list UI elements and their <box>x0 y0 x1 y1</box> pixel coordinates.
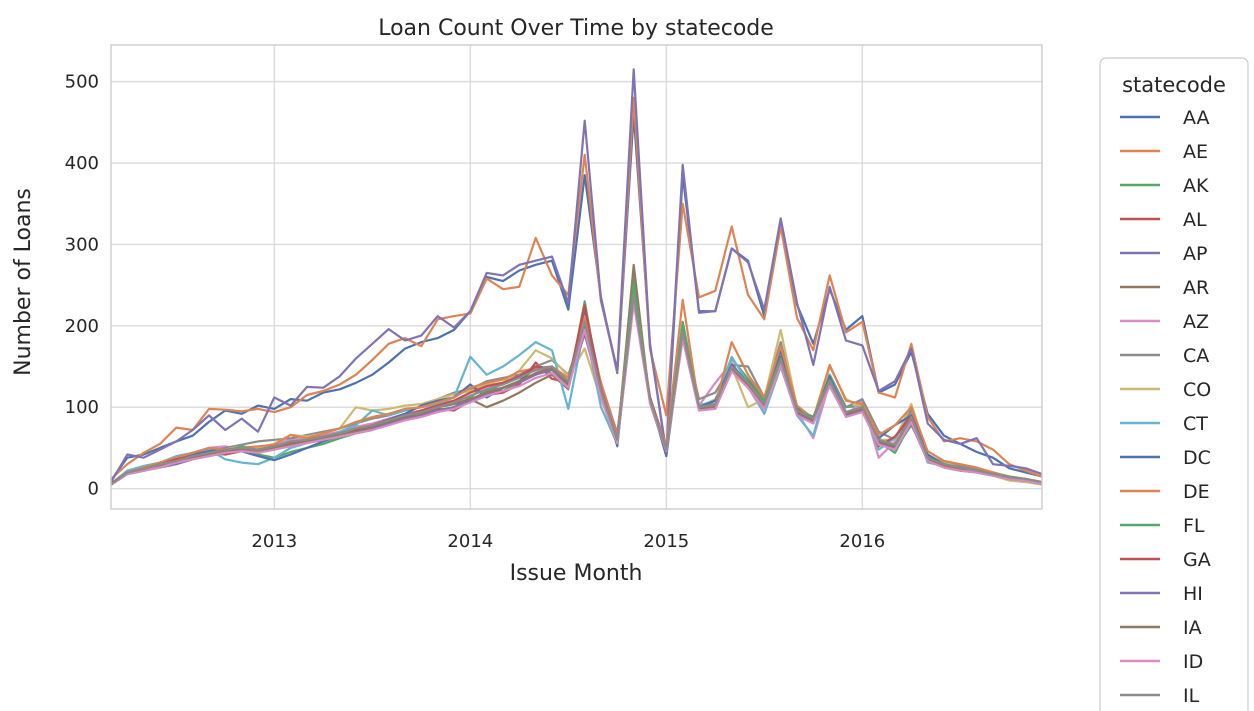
legend-label: IA <box>1183 617 1202 639</box>
legend-title: statecode <box>1122 73 1226 97</box>
legend-item: AZ <box>1120 311 1209 333</box>
legend-item: DC <box>1120 447 1211 469</box>
legend-frame <box>1099 57 1249 711</box>
legend-item: AE <box>1120 141 1208 163</box>
legend-label: DE <box>1183 481 1210 503</box>
x-tick-label: 2013 <box>251 531 297 552</box>
series-line-aa <box>110 113 1043 482</box>
legend-label: ID <box>1183 651 1203 673</box>
legend: statecode AA AE AK AL AP AR AZ CA CO CT DC DE FL GA HI… <box>1099 57 1249 711</box>
legend-label: HI <box>1183 583 1203 605</box>
y-tick-label: 100 <box>65 397 99 418</box>
legend-item: GA <box>1120 549 1211 571</box>
chart-title: Loan Count Over Time by statecode <box>378 16 774 41</box>
legend-item: IL <box>1120 685 1200 707</box>
plot-frame <box>110 44 1043 510</box>
legend-label: IL <box>1183 685 1200 707</box>
y-axis-label: Number of Loans <box>11 188 36 376</box>
x-tick-label: 2015 <box>643 531 689 552</box>
legend-item: ID <box>1120 651 1203 673</box>
series-line-ae <box>110 96 1043 480</box>
y-tick-labels: 0 100 200 300 400 500 <box>65 72 99 500</box>
series-line-id <box>110 301 1043 486</box>
legend-label: DC <box>1183 447 1211 469</box>
legend-label: AL <box>1183 209 1207 231</box>
legend-label: CO <box>1183 379 1211 401</box>
legend-label: GA <box>1183 549 1211 571</box>
y-tick-label: 300 <box>65 234 99 255</box>
legend-item: CA <box>1120 345 1209 367</box>
gridlines <box>111 45 1042 509</box>
legend-label: AR <box>1183 277 1209 299</box>
series-lines <box>110 68 1043 486</box>
y-tick-label: 200 <box>65 316 99 337</box>
series-line-ap <box>110 68 1043 483</box>
legend-item: FL <box>1120 515 1205 537</box>
legend-item: CO <box>1120 379 1211 401</box>
legend-label: AK <box>1183 175 1209 197</box>
legend-item: CT <box>1120 413 1208 435</box>
y-tick-label: 400 <box>65 153 99 174</box>
legend-item: AR <box>1120 277 1209 299</box>
legend-label: AZ <box>1183 311 1209 333</box>
legend-label: CA <box>1183 345 1209 367</box>
legend-label: AA <box>1183 107 1210 129</box>
legend-item: DE <box>1120 481 1210 503</box>
series-line-il <box>110 293 1043 486</box>
legend-item: AA <box>1120 107 1210 129</box>
legend-item: IA <box>1120 617 1202 639</box>
legend-item: AP <box>1120 243 1207 265</box>
x-tick-label: 2016 <box>839 531 885 552</box>
y-tick-label: 0 <box>88 479 99 500</box>
x-tick-labels: 2013 2014 2015 2016 <box>251 531 885 552</box>
legend-label: CT <box>1183 413 1208 435</box>
legend-label: AE <box>1183 141 1208 163</box>
legend-label: AP <box>1183 243 1207 265</box>
legend-item: AK <box>1120 175 1209 197</box>
legend-item: AL <box>1120 209 1207 231</box>
x-axis-label: Issue Month <box>510 561 643 586</box>
x-tick-label: 2014 <box>447 531 493 552</box>
legend-label: FL <box>1183 515 1205 537</box>
legend-item: HI <box>1120 583 1203 605</box>
y-tick-label: 500 <box>65 72 99 93</box>
